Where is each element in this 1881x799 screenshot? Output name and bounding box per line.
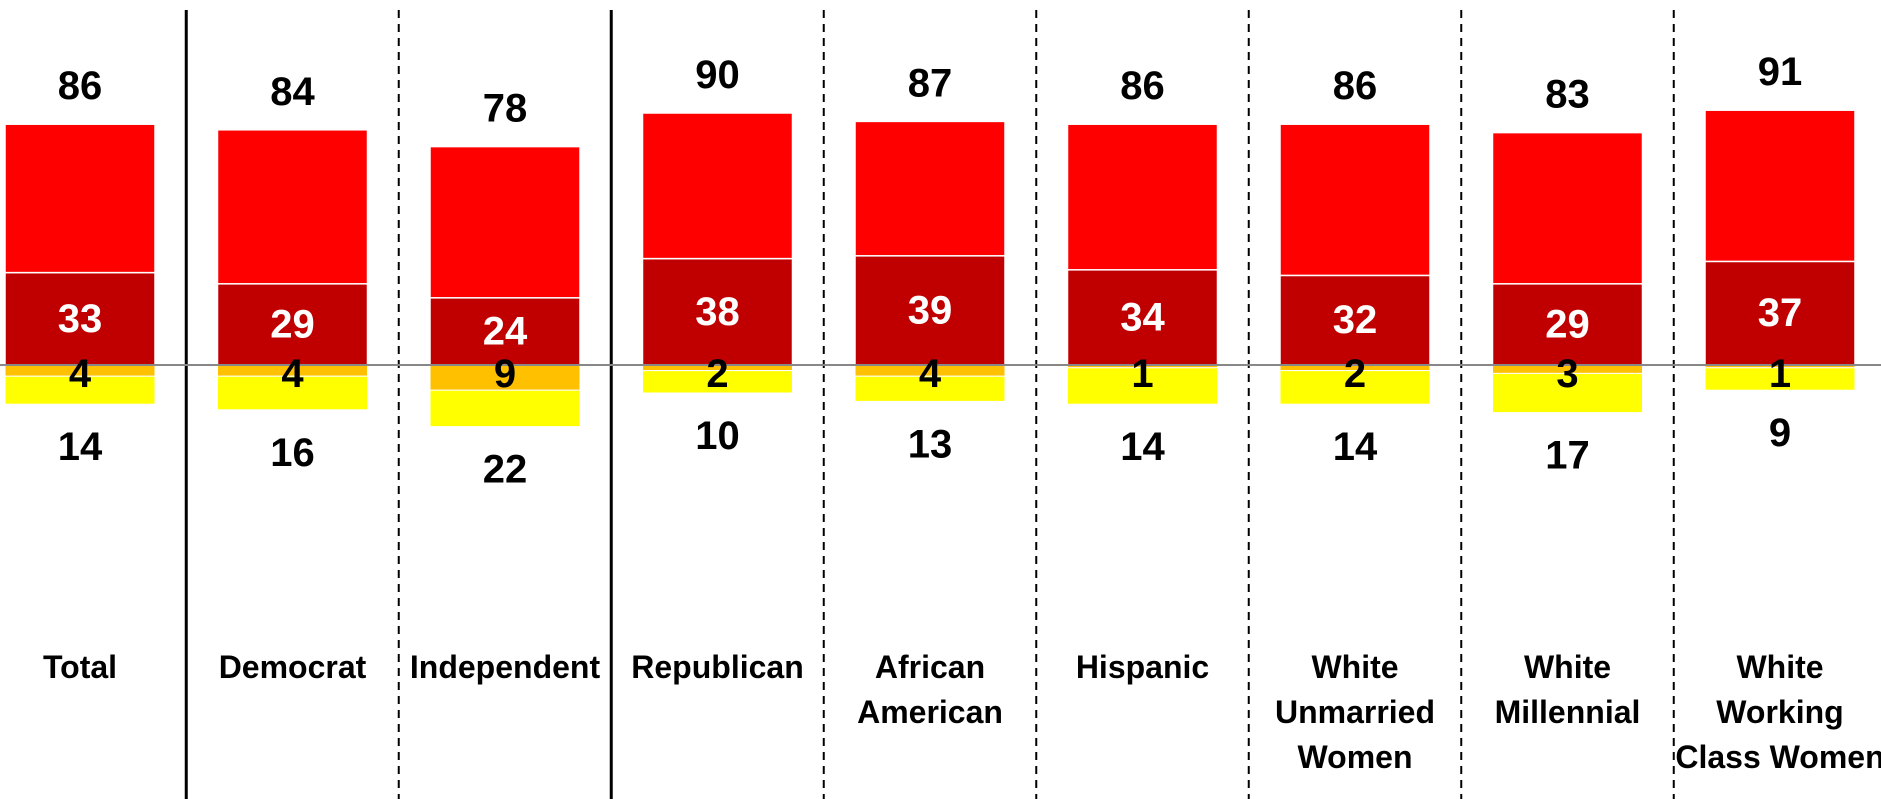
bar-red-african-american	[855, 121, 1005, 255]
label-dark-red-white-working-class-women: 37	[1758, 291, 1803, 335]
category-label-white-working-class-women: White	[1736, 649, 1823, 685]
bar-red-hispanic	[1068, 124, 1218, 270]
category-label-white-working-class-women: Class Women	[1675, 739, 1881, 775]
label-total-positive-white-millennial: 83	[1545, 73, 1590, 117]
label-dark-red-white-millennial: 29	[1545, 302, 1590, 346]
label-total-positive-african-american: 87	[908, 61, 953, 105]
label-total-negative-white-working-class-women: 9	[1769, 411, 1791, 455]
category-label-white-millennial: White	[1524, 649, 1611, 685]
bar-red-independent	[430, 147, 580, 298]
label-orange-african-american: 4	[919, 352, 942, 396]
label-dark-red-republican: 38	[695, 290, 740, 334]
label-orange-white-unmarried-women: 2	[1344, 352, 1366, 396]
category-label-hispanic: Hispanic	[1076, 649, 1209, 685]
label-dark-red-hispanic: 34	[1120, 295, 1165, 339]
label-total-positive-white-unmarried-women: 86	[1333, 64, 1378, 108]
label-orange-hispanic: 1	[1131, 352, 1153, 396]
category-label-total: Total	[43, 649, 117, 685]
category-label-white-unmarried-women: White	[1311, 649, 1398, 685]
label-orange-total: 4	[69, 352, 92, 396]
category-label-republican: Republican	[631, 649, 803, 685]
category-label-african-american: African	[875, 649, 985, 685]
label-total-negative-african-american: 13	[908, 422, 953, 466]
label-orange-republican: 2	[706, 352, 728, 396]
label-total-negative-republican: 10	[695, 414, 740, 458]
category-label-white-unmarried-women: Women	[1298, 739, 1413, 775]
label-dark-red-total: 33	[58, 297, 103, 341]
label-total-positive-white-working-class-women: 91	[1758, 50, 1803, 94]
label-total-positive-republican: 90	[695, 53, 740, 97]
label-orange-democrat: 4	[281, 352, 304, 396]
label-total-negative-white-unmarried-women: 14	[1333, 425, 1378, 469]
category-label-african-american: American	[857, 694, 1003, 730]
category-label-independent: Independent	[410, 649, 601, 685]
label-total-positive-hispanic: 86	[1120, 64, 1165, 108]
bar-red-total	[5, 124, 155, 272]
category-label-white-millennial: Millennial	[1495, 694, 1641, 730]
label-total-negative-democrat: 16	[270, 431, 315, 475]
category-label-democrat: Democrat	[219, 649, 367, 685]
bar-red-white-unmarried-women	[1280, 124, 1430, 275]
bar-red-democrat	[218, 130, 368, 284]
bar-red-white-working-class-women	[1705, 110, 1855, 261]
label-dark-red-independent: 24	[483, 309, 528, 353]
label-dark-red-white-unmarried-women: 32	[1333, 298, 1378, 342]
label-total-positive-total: 86	[58, 64, 103, 108]
label-total-negative-independent: 22	[483, 448, 528, 492]
category-label-white-working-class-women: Working	[1716, 694, 1843, 730]
label-orange-white-millennial: 3	[1556, 352, 1578, 396]
label-total-positive-democrat: 84	[270, 70, 315, 114]
label-orange-independent: 9	[494, 352, 516, 396]
label-dark-red-democrat: 29	[270, 302, 315, 346]
label-total-negative-total: 14	[58, 425, 103, 469]
category-labels: Total Democrat Independent Republican Africa…	[43, 649, 1881, 775]
label-dark-red-african-american: 39	[908, 288, 953, 332]
label-total-positive-independent: 78	[483, 87, 528, 131]
label-total-negative-white-millennial: 17	[1545, 434, 1590, 478]
category-label-white-unmarried-women: Unmarried	[1275, 694, 1435, 730]
bar-red-republican	[643, 113, 793, 259]
bar-red-white-millennial	[1493, 133, 1643, 284]
label-orange-white-working-class-women: 1	[1769, 352, 1791, 396]
label-total-negative-hispanic: 14	[1120, 425, 1165, 469]
